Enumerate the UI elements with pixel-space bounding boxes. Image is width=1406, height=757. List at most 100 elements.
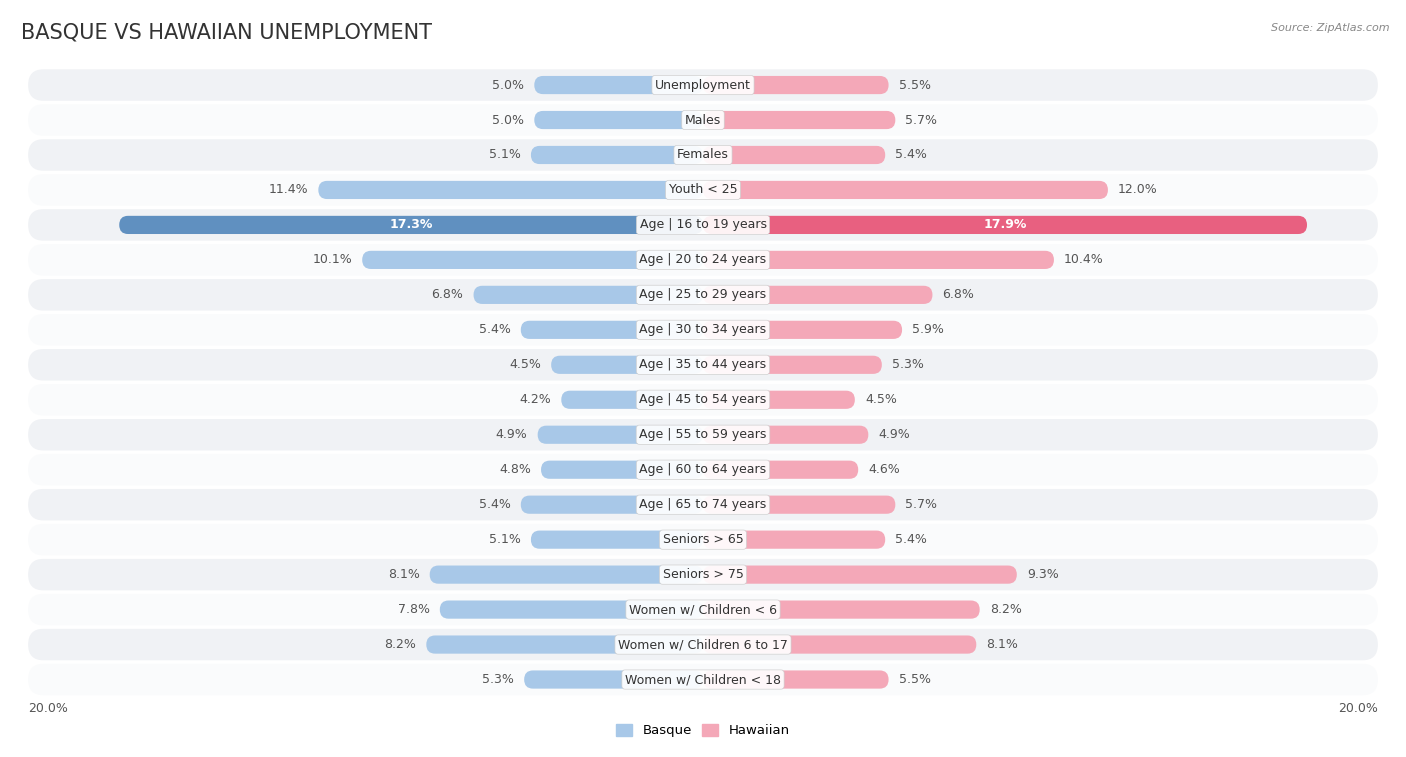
FancyBboxPatch shape bbox=[561, 391, 703, 409]
Text: 4.5%: 4.5% bbox=[865, 394, 897, 407]
FancyBboxPatch shape bbox=[703, 671, 889, 689]
FancyBboxPatch shape bbox=[534, 111, 703, 129]
FancyBboxPatch shape bbox=[520, 321, 703, 339]
FancyBboxPatch shape bbox=[28, 593, 1378, 625]
FancyBboxPatch shape bbox=[703, 356, 882, 374]
FancyBboxPatch shape bbox=[28, 245, 1378, 276]
FancyBboxPatch shape bbox=[534, 76, 703, 94]
Text: 8.2%: 8.2% bbox=[384, 638, 416, 651]
FancyBboxPatch shape bbox=[426, 635, 703, 653]
Text: Women w/ Children < 6: Women w/ Children < 6 bbox=[628, 603, 778, 616]
Text: Females: Females bbox=[678, 148, 728, 161]
FancyBboxPatch shape bbox=[531, 146, 703, 164]
Text: 4.8%: 4.8% bbox=[499, 463, 531, 476]
Text: Women w/ Children 6 to 17: Women w/ Children 6 to 17 bbox=[619, 638, 787, 651]
FancyBboxPatch shape bbox=[28, 559, 1378, 590]
Text: 5.7%: 5.7% bbox=[905, 114, 938, 126]
Text: 10.4%: 10.4% bbox=[1064, 254, 1104, 266]
FancyBboxPatch shape bbox=[28, 524, 1378, 556]
FancyBboxPatch shape bbox=[703, 111, 896, 129]
FancyBboxPatch shape bbox=[703, 600, 980, 618]
Text: 4.9%: 4.9% bbox=[496, 428, 527, 441]
FancyBboxPatch shape bbox=[537, 425, 703, 444]
Text: Youth < 25: Youth < 25 bbox=[669, 183, 737, 197]
Text: 5.4%: 5.4% bbox=[479, 323, 510, 336]
FancyBboxPatch shape bbox=[703, 425, 869, 444]
Text: Age | 60 to 64 years: Age | 60 to 64 years bbox=[640, 463, 766, 476]
Text: Age | 45 to 54 years: Age | 45 to 54 years bbox=[640, 394, 766, 407]
Text: 9.3%: 9.3% bbox=[1026, 568, 1059, 581]
FancyBboxPatch shape bbox=[28, 279, 1378, 310]
Text: 5.1%: 5.1% bbox=[489, 533, 520, 546]
Text: 10.1%: 10.1% bbox=[312, 254, 352, 266]
Text: Age | 35 to 44 years: Age | 35 to 44 years bbox=[640, 358, 766, 371]
FancyBboxPatch shape bbox=[531, 531, 703, 549]
FancyBboxPatch shape bbox=[703, 391, 855, 409]
FancyBboxPatch shape bbox=[524, 671, 703, 689]
FancyBboxPatch shape bbox=[703, 76, 889, 94]
Text: 5.5%: 5.5% bbox=[898, 79, 931, 92]
FancyBboxPatch shape bbox=[703, 285, 932, 304]
FancyBboxPatch shape bbox=[703, 635, 976, 653]
FancyBboxPatch shape bbox=[551, 356, 703, 374]
Text: Age | 30 to 34 years: Age | 30 to 34 years bbox=[640, 323, 766, 336]
FancyBboxPatch shape bbox=[28, 104, 1378, 136]
Text: 5.4%: 5.4% bbox=[896, 148, 927, 161]
FancyBboxPatch shape bbox=[474, 285, 703, 304]
Text: 8.2%: 8.2% bbox=[990, 603, 1022, 616]
FancyBboxPatch shape bbox=[28, 384, 1378, 416]
FancyBboxPatch shape bbox=[430, 565, 703, 584]
Text: Unemployment: Unemployment bbox=[655, 79, 751, 92]
Text: 7.8%: 7.8% bbox=[398, 603, 430, 616]
Text: 17.3%: 17.3% bbox=[389, 219, 433, 232]
Text: 4.6%: 4.6% bbox=[869, 463, 900, 476]
FancyBboxPatch shape bbox=[440, 600, 703, 618]
FancyBboxPatch shape bbox=[28, 349, 1378, 381]
Text: 8.1%: 8.1% bbox=[388, 568, 419, 581]
Text: Age | 25 to 29 years: Age | 25 to 29 years bbox=[640, 288, 766, 301]
FancyBboxPatch shape bbox=[28, 314, 1378, 345]
Text: Age | 55 to 59 years: Age | 55 to 59 years bbox=[640, 428, 766, 441]
Text: Women w/ Children < 18: Women w/ Children < 18 bbox=[626, 673, 780, 686]
FancyBboxPatch shape bbox=[703, 146, 886, 164]
Text: 5.0%: 5.0% bbox=[492, 79, 524, 92]
FancyBboxPatch shape bbox=[541, 460, 703, 479]
FancyBboxPatch shape bbox=[703, 181, 1108, 199]
Text: BASQUE VS HAWAIIAN UNEMPLOYMENT: BASQUE VS HAWAIIAN UNEMPLOYMENT bbox=[21, 23, 432, 42]
FancyBboxPatch shape bbox=[28, 419, 1378, 450]
FancyBboxPatch shape bbox=[28, 489, 1378, 520]
FancyBboxPatch shape bbox=[703, 496, 896, 514]
FancyBboxPatch shape bbox=[363, 251, 703, 269]
FancyBboxPatch shape bbox=[28, 454, 1378, 485]
FancyBboxPatch shape bbox=[703, 531, 886, 549]
Text: 5.4%: 5.4% bbox=[479, 498, 510, 511]
Text: Age | 65 to 74 years: Age | 65 to 74 years bbox=[640, 498, 766, 511]
Text: Age | 20 to 24 years: Age | 20 to 24 years bbox=[640, 254, 766, 266]
Text: Age | 16 to 19 years: Age | 16 to 19 years bbox=[640, 219, 766, 232]
FancyBboxPatch shape bbox=[120, 216, 703, 234]
Text: 11.4%: 11.4% bbox=[269, 183, 308, 197]
FancyBboxPatch shape bbox=[703, 460, 858, 479]
Text: 20.0%: 20.0% bbox=[28, 702, 67, 715]
FancyBboxPatch shape bbox=[703, 251, 1054, 269]
Text: 20.0%: 20.0% bbox=[1339, 702, 1378, 715]
Text: 4.2%: 4.2% bbox=[519, 394, 551, 407]
FancyBboxPatch shape bbox=[28, 70, 1378, 101]
Text: 5.0%: 5.0% bbox=[492, 114, 524, 126]
FancyBboxPatch shape bbox=[28, 209, 1378, 241]
Text: 6.8%: 6.8% bbox=[942, 288, 974, 301]
Text: 5.7%: 5.7% bbox=[905, 498, 938, 511]
FancyBboxPatch shape bbox=[703, 565, 1017, 584]
FancyBboxPatch shape bbox=[28, 629, 1378, 660]
Text: 5.3%: 5.3% bbox=[482, 673, 515, 686]
Legend: Basque, Hawaiian: Basque, Hawaiian bbox=[610, 718, 796, 743]
Text: Males: Males bbox=[685, 114, 721, 126]
Text: 5.3%: 5.3% bbox=[891, 358, 924, 371]
Text: 5.9%: 5.9% bbox=[912, 323, 943, 336]
Text: 6.8%: 6.8% bbox=[432, 288, 464, 301]
FancyBboxPatch shape bbox=[703, 321, 903, 339]
FancyBboxPatch shape bbox=[28, 664, 1378, 695]
FancyBboxPatch shape bbox=[703, 216, 1308, 234]
FancyBboxPatch shape bbox=[318, 181, 703, 199]
Text: 5.4%: 5.4% bbox=[896, 533, 927, 546]
